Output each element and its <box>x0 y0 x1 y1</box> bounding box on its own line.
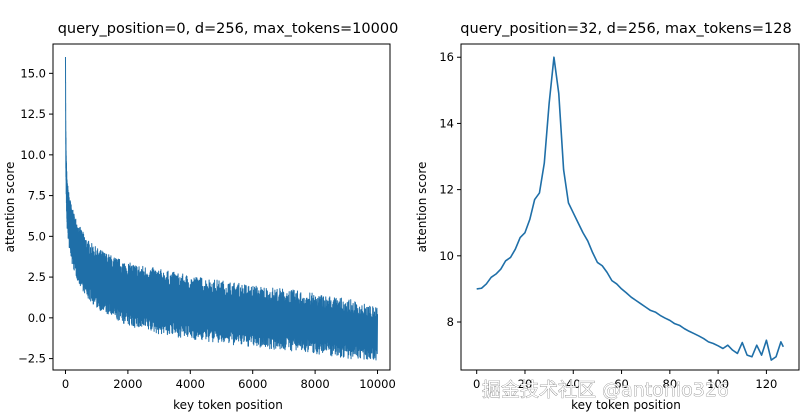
chart-left-plot-frame <box>52 43 391 371</box>
chart-left-x-tick-label: 6000 <box>238 377 267 391</box>
chart-right-series <box>476 56 785 361</box>
chart-left-x-ticks: 0 2000 4000 6000 8000 10000 <box>62 370 396 391</box>
chart-right-y-tick-label: 10 <box>439 249 454 263</box>
chart-left-x-tick-label: 4000 <box>176 377 205 391</box>
chart-right-x-tick-label: 20 <box>518 377 533 391</box>
chart-left-y-tick-label: −2.5 <box>18 352 46 366</box>
chart-left-y-tick-label: 10.0 <box>20 148 46 162</box>
chart-right-x-axis-label: key token position <box>571 398 681 412</box>
chart-right: query_position=32, d=256, max_tokens=128… <box>415 21 800 412</box>
chart-left-y-tick-label: 7.5 <box>28 189 46 203</box>
chart-right-y-axis-label: attention score <box>415 162 429 253</box>
chart-right-x-ticks: 0 20 40 60 80 100 120 <box>473 370 777 391</box>
chart-right-x-tick-label: 120 <box>755 377 777 391</box>
chart-left-y-ticks: −2.5 0.0 2.5 5.0 7.5 10.0 12.5 15.0 <box>18 66 53 366</box>
chart-left-x-tick-label: 10000 <box>359 377 396 391</box>
chart-right-x-tick-label: 0 <box>473 377 480 391</box>
chart-right-x-tick-label: 100 <box>707 377 729 391</box>
chart-left-y-tick-label: 5.0 <box>28 229 46 243</box>
chart-left-y-tick-label: 0.0 <box>28 311 46 325</box>
chart-left-x-tick-label: 8000 <box>300 377 329 391</box>
chart-left-series <box>64 57 379 361</box>
chart-left-y-tick-label: 2.5 <box>28 270 46 284</box>
chart-right-series-line <box>476 56 785 361</box>
chart-right-x-tick-label: 80 <box>663 377 678 391</box>
chart-left: query_position=0, d=256, max_tokens=1000… <box>3 21 398 412</box>
chart-left-x-axis-label: key token position <box>173 398 283 412</box>
chart-right-y-ticks: 8 10 12 14 16 <box>439 50 461 329</box>
chart-right-y-tick-label: 14 <box>439 116 454 130</box>
chart-right-x-tick-label: 60 <box>614 377 629 391</box>
chart-right-y-tick-label: 12 <box>439 183 454 197</box>
chart-right-x-tick-label: 40 <box>566 377 581 391</box>
chart-left-y-tick-label: 12.5 <box>20 107 46 121</box>
chart-right-title: query_position=32, d=256, max_tokens=128 <box>460 21 791 37</box>
chart-left-y-axis-label: attention score <box>3 162 17 253</box>
watermark-text: 掘金技术社区 @antonio326 <box>482 379 729 401</box>
chart-left-x-tick-label: 0 <box>62 377 69 391</box>
chart-left-x-tick-label: 2000 <box>113 377 142 391</box>
chart-right-plot-frame <box>460 43 800 371</box>
chart-right-y-tick-label: 8 <box>447 315 454 329</box>
chart-left-y-tick-label: 15.0 <box>20 66 46 80</box>
chart-right-y-tick-label: 16 <box>439 50 454 64</box>
chart-left-series-line <box>64 57 379 361</box>
chart-left-title: query_position=0, d=256, max_tokens=1000… <box>58 21 399 37</box>
